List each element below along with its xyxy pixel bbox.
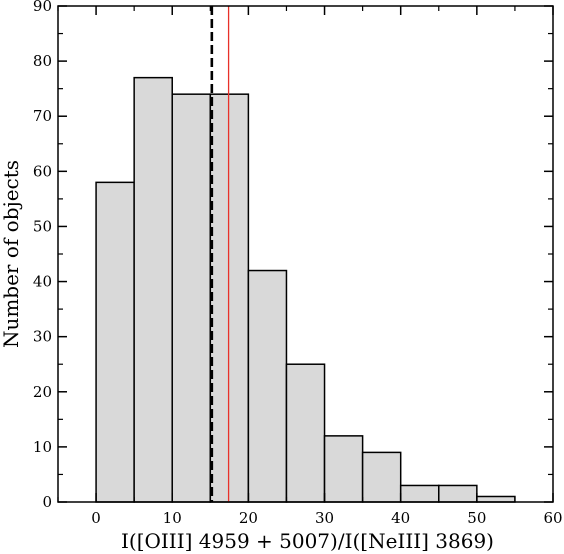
y-tick-label: 30: [33, 328, 52, 346]
histogram-bar: [323, 435, 364, 503]
x-tick-labels: 0 10 20 30 40 50 60: [91, 509, 562, 527]
histogram-bar: [133, 76, 173, 503]
x-tick-label: 20: [239, 509, 258, 527]
x-tick-label: 30: [315, 509, 334, 527]
x-tick-label: 10: [163, 509, 182, 527]
y-tick-label: 50: [33, 217, 52, 235]
x-axis-label: I([OIII] 4959 + 5007)/I([NeIII] 3869): [121, 529, 494, 553]
y-tick-label: 20: [33, 383, 52, 401]
y-axis-label: Number of objects: [0, 160, 23, 348]
y-tick-label: 90: [33, 0, 52, 15]
axis-ticks: [57, 5, 554, 503]
y-tick-label: 80: [33, 52, 52, 70]
histogram-bar: [285, 363, 326, 503]
y-tick-label: 40: [33, 273, 52, 291]
histogram-bar: [95, 181, 135, 503]
x-tick-label: 50: [467, 509, 486, 527]
histogram-bar: [361, 451, 402, 503]
x-tick-label: 60: [543, 509, 562, 527]
reference-lines: [210, 6, 230, 502]
histogram-bar: [438, 484, 478, 503]
histogram-bar: [171, 93, 212, 503]
histogram-bar: [209, 93, 250, 503]
y-tick-label: 0: [42, 493, 52, 511]
y-tick-label: 10: [33, 438, 52, 456]
x-tick-label: 0: [91, 509, 101, 527]
histogram-bar: [247, 269, 288, 503]
histogram-bar: [399, 484, 440, 503]
histogram-bars: [95, 76, 516, 503]
y-tick-label: 70: [33, 107, 52, 125]
histogram-bar: [476, 495, 516, 503]
y-tick-label: 60: [33, 162, 52, 180]
x-tick-label: 40: [391, 509, 410, 527]
y-tick-labels: 0 10 20 30 40 50 60 70 80 90: [33, 0, 52, 511]
